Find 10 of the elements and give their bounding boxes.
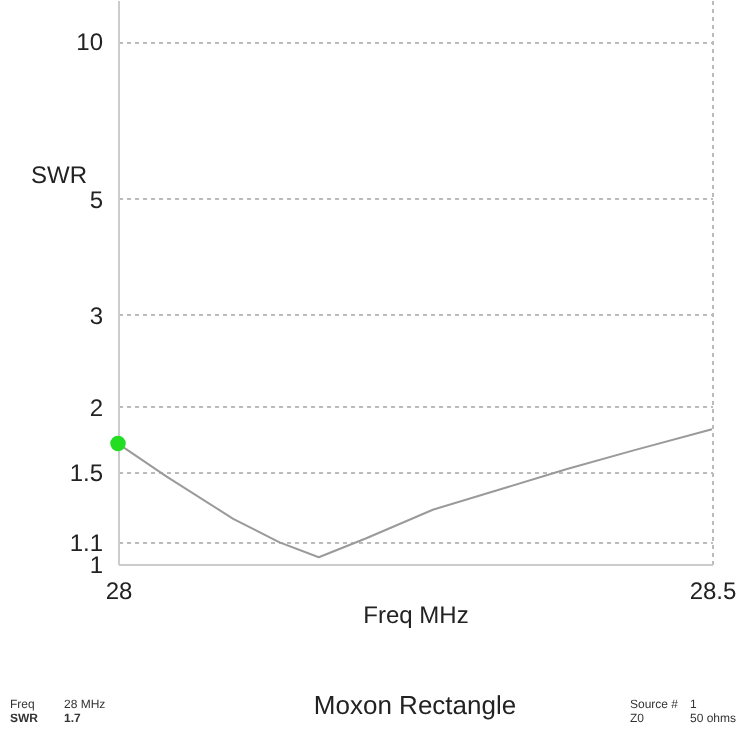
text: Moxon Rectangle	[313, 690, 517, 720]
y-tick-label: 10	[76, 28, 104, 57]
x-tick-label: 28	[105, 577, 133, 605]
y-axis-title: SWR	[31, 161, 88, 189]
x-axis-title: Freq MHz	[363, 601, 469, 629]
y-tick-label: 3	[89, 301, 104, 330]
x-tick-label: 28.5	[689, 577, 737, 605]
y-tick-label: 1.5	[69, 458, 104, 487]
y-tick-label: 5	[89, 185, 104, 214]
y-tick-label: 2	[89, 393, 104, 422]
